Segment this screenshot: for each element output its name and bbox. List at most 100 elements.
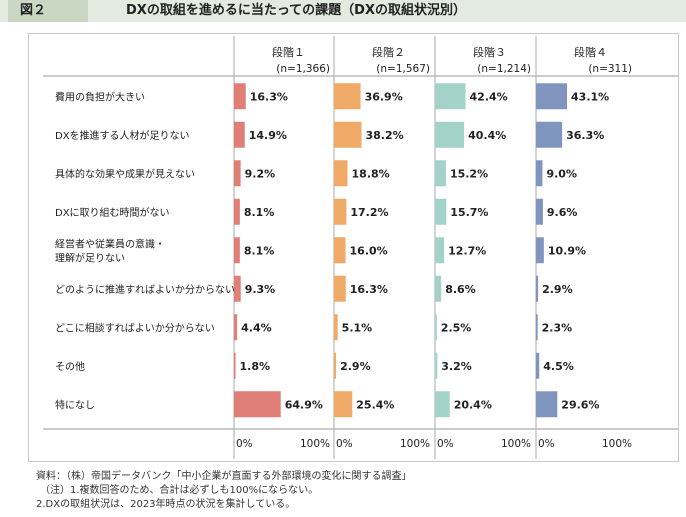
category-label-5-2: 理解が足りない — [55, 251, 125, 264]
data-label-1-9: 64.9% — [285, 398, 323, 411]
data-label-3-4: 15.7% — [450, 206, 488, 219]
data-label-1-2: 14.9% — [249, 129, 287, 142]
data-label-4-4: 9.6% — [547, 206, 578, 219]
bar-1-8 — [234, 352, 236, 379]
data-label-2-5: 16.0% — [350, 244, 388, 257]
note-2: 2.DXの取組状況は、2023年時点の状況を集計している。 — [36, 499, 296, 510]
category-label-8: その他 — [55, 360, 85, 373]
data-label-2-8: 2.9% — [340, 360, 371, 373]
data-label-3-6: 8.6% — [445, 283, 476, 296]
bar-3-1 — [435, 83, 466, 110]
series-n-3: (n=1,214) — [477, 63, 531, 75]
data-label-3-7: 2.5% — [441, 321, 472, 334]
data-label-1-1: 16.3% — [250, 90, 288, 103]
data-label-2-6: 16.3% — [350, 283, 388, 296]
axis-label-100-4: 100% — [602, 438, 632, 450]
data-label-2-7: 5.1% — [342, 321, 373, 334]
bar-3-7 — [435, 314, 437, 341]
series-n-2: (n=1,567) — [376, 63, 430, 75]
chart-panel: 段階１ (n=1,366) 0% 100% 16.3% 14.9% 9.2% 8.1% 8.1%… — [28, 33, 679, 462]
bar-3-6 — [435, 275, 442, 302]
figure-title: DXの取組を進めるに当たっての課題（DXの取組状況別） — [126, 3, 466, 18]
bar-3-8 — [435, 352, 438, 379]
series-name-2: 段階２ — [372, 45, 405, 59]
bar-1-5 — [234, 237, 240, 264]
title-bar: 図２ DXの取組を進めるに当たっての課題（DXの取組状況別） — [0, 0, 686, 22]
axis-label-0-2: 0% — [336, 438, 353, 450]
data-label-3-2: 40.4% — [468, 129, 506, 142]
notes: 資料：（株）帝国データバンク「中小企業が直面する外部環境の変化に関する調査」 （… — [36, 470, 412, 512]
note-1: （注）1.複数回答のため、合計は必ずしも100%にならない。 — [40, 485, 319, 496]
data-label-2-4: 17.2% — [350, 206, 388, 219]
data-label-2-3: 18.8% — [352, 167, 390, 180]
axis-label-0-1: 0% — [236, 438, 253, 450]
figure-label: 図２ — [8, 0, 88, 22]
bar-1-4 — [234, 198, 240, 225]
bar-4-4 — [536, 198, 543, 225]
category-label-9: 特になし — [55, 399, 95, 411]
axis-label-0-4: 0% — [538, 438, 555, 450]
bar-1-9 — [234, 391, 281, 418]
data-label-4-9: 29.6% — [561, 398, 599, 411]
bar-4-1 — [536, 83, 568, 110]
data-label-4-3: 9.0% — [546, 167, 577, 180]
axis-label-100-1: 100% — [300, 438, 330, 450]
category-label-7: どこに相談すればよいか分からない — [55, 321, 215, 334]
axis-label-0-3: 0% — [437, 438, 454, 450]
bar-3-3 — [435, 160, 446, 187]
data-label-3-8: 3.2% — [441, 360, 472, 373]
data-label-1-8: 1.8% — [240, 360, 271, 373]
data-label-1-4: 8.1% — [244, 206, 275, 219]
bar-2-8 — [334, 352, 337, 379]
bar-4-8 — [536, 352, 540, 379]
axis-label-100-2: 100% — [400, 438, 430, 450]
bar-1-6 — [234, 275, 241, 302]
bar-2-9 — [334, 391, 353, 418]
data-label-1-6: 9.3% — [245, 283, 276, 296]
bar-3-5 — [435, 237, 445, 264]
data-label-2-9: 25.4% — [356, 398, 394, 411]
series-n-4: (n=311) — [588, 63, 632, 75]
bar-4-6 — [536, 275, 539, 302]
bar-1-1 — [234, 83, 246, 110]
data-label-3-1: 42.4% — [470, 90, 508, 103]
category-label-4: DXに取り組む時間がない — [55, 206, 170, 219]
bar-4-7 — [536, 314, 538, 341]
bar-2-1 — [334, 83, 361, 110]
data-label-4-6: 2.9% — [542, 283, 573, 296]
bar-2-4 — [334, 198, 347, 225]
bar-2-7 — [334, 314, 338, 341]
data-label-1-3: 9.2% — [245, 167, 276, 180]
category-label-6: どのように推進すればよいか分からない — [55, 283, 235, 296]
data-label-4-2: 36.3% — [566, 129, 604, 142]
bar-2-5 — [334, 237, 346, 264]
data-label-1-5: 8.1% — [244, 244, 275, 257]
category-label-2: DXを推進する人材が足りない — [55, 129, 190, 142]
bar-2-3 — [334, 160, 348, 187]
bar-3-2 — [435, 121, 465, 148]
bar-2-6 — [334, 275, 346, 302]
data-label-2-1: 36.9% — [365, 90, 403, 103]
data-label-4-1: 43.1% — [571, 90, 609, 103]
data-label-4-8: 4.5% — [543, 360, 574, 373]
bar-1-7 — [234, 314, 238, 341]
bar-4-5 — [536, 237, 544, 264]
data-label-3-5: 12.7% — [448, 244, 486, 257]
series-name-3: 段階３ — [473, 45, 506, 59]
data-label-4-5: 10.9% — [548, 244, 586, 257]
bar-3-4 — [435, 198, 447, 225]
bar-4-3 — [536, 160, 543, 187]
bar-2-2 — [334, 121, 362, 148]
bar-4-9 — [536, 391, 558, 418]
category-label-3: 具体的な効果や成果が見えない — [55, 167, 195, 180]
data-label-1-7: 4.4% — [241, 321, 272, 334]
category-label-5-1: 経営者や従業員の意識・ — [55, 237, 165, 250]
series-name-1: 段階１ — [272, 45, 305, 59]
bar-1-2 — [234, 121, 245, 148]
data-label-4-7: 2.3% — [542, 321, 573, 334]
data-label-3-3: 15.2% — [450, 167, 488, 180]
bar-4-2 — [536, 121, 563, 148]
series-name-4: 段階４ — [574, 45, 607, 59]
source-note: 資料：（株）帝国データバンク「中小企業が直面する外部環境の変化に関する調査」 — [36, 471, 412, 482]
axis-label-100-3: 100% — [501, 438, 531, 450]
